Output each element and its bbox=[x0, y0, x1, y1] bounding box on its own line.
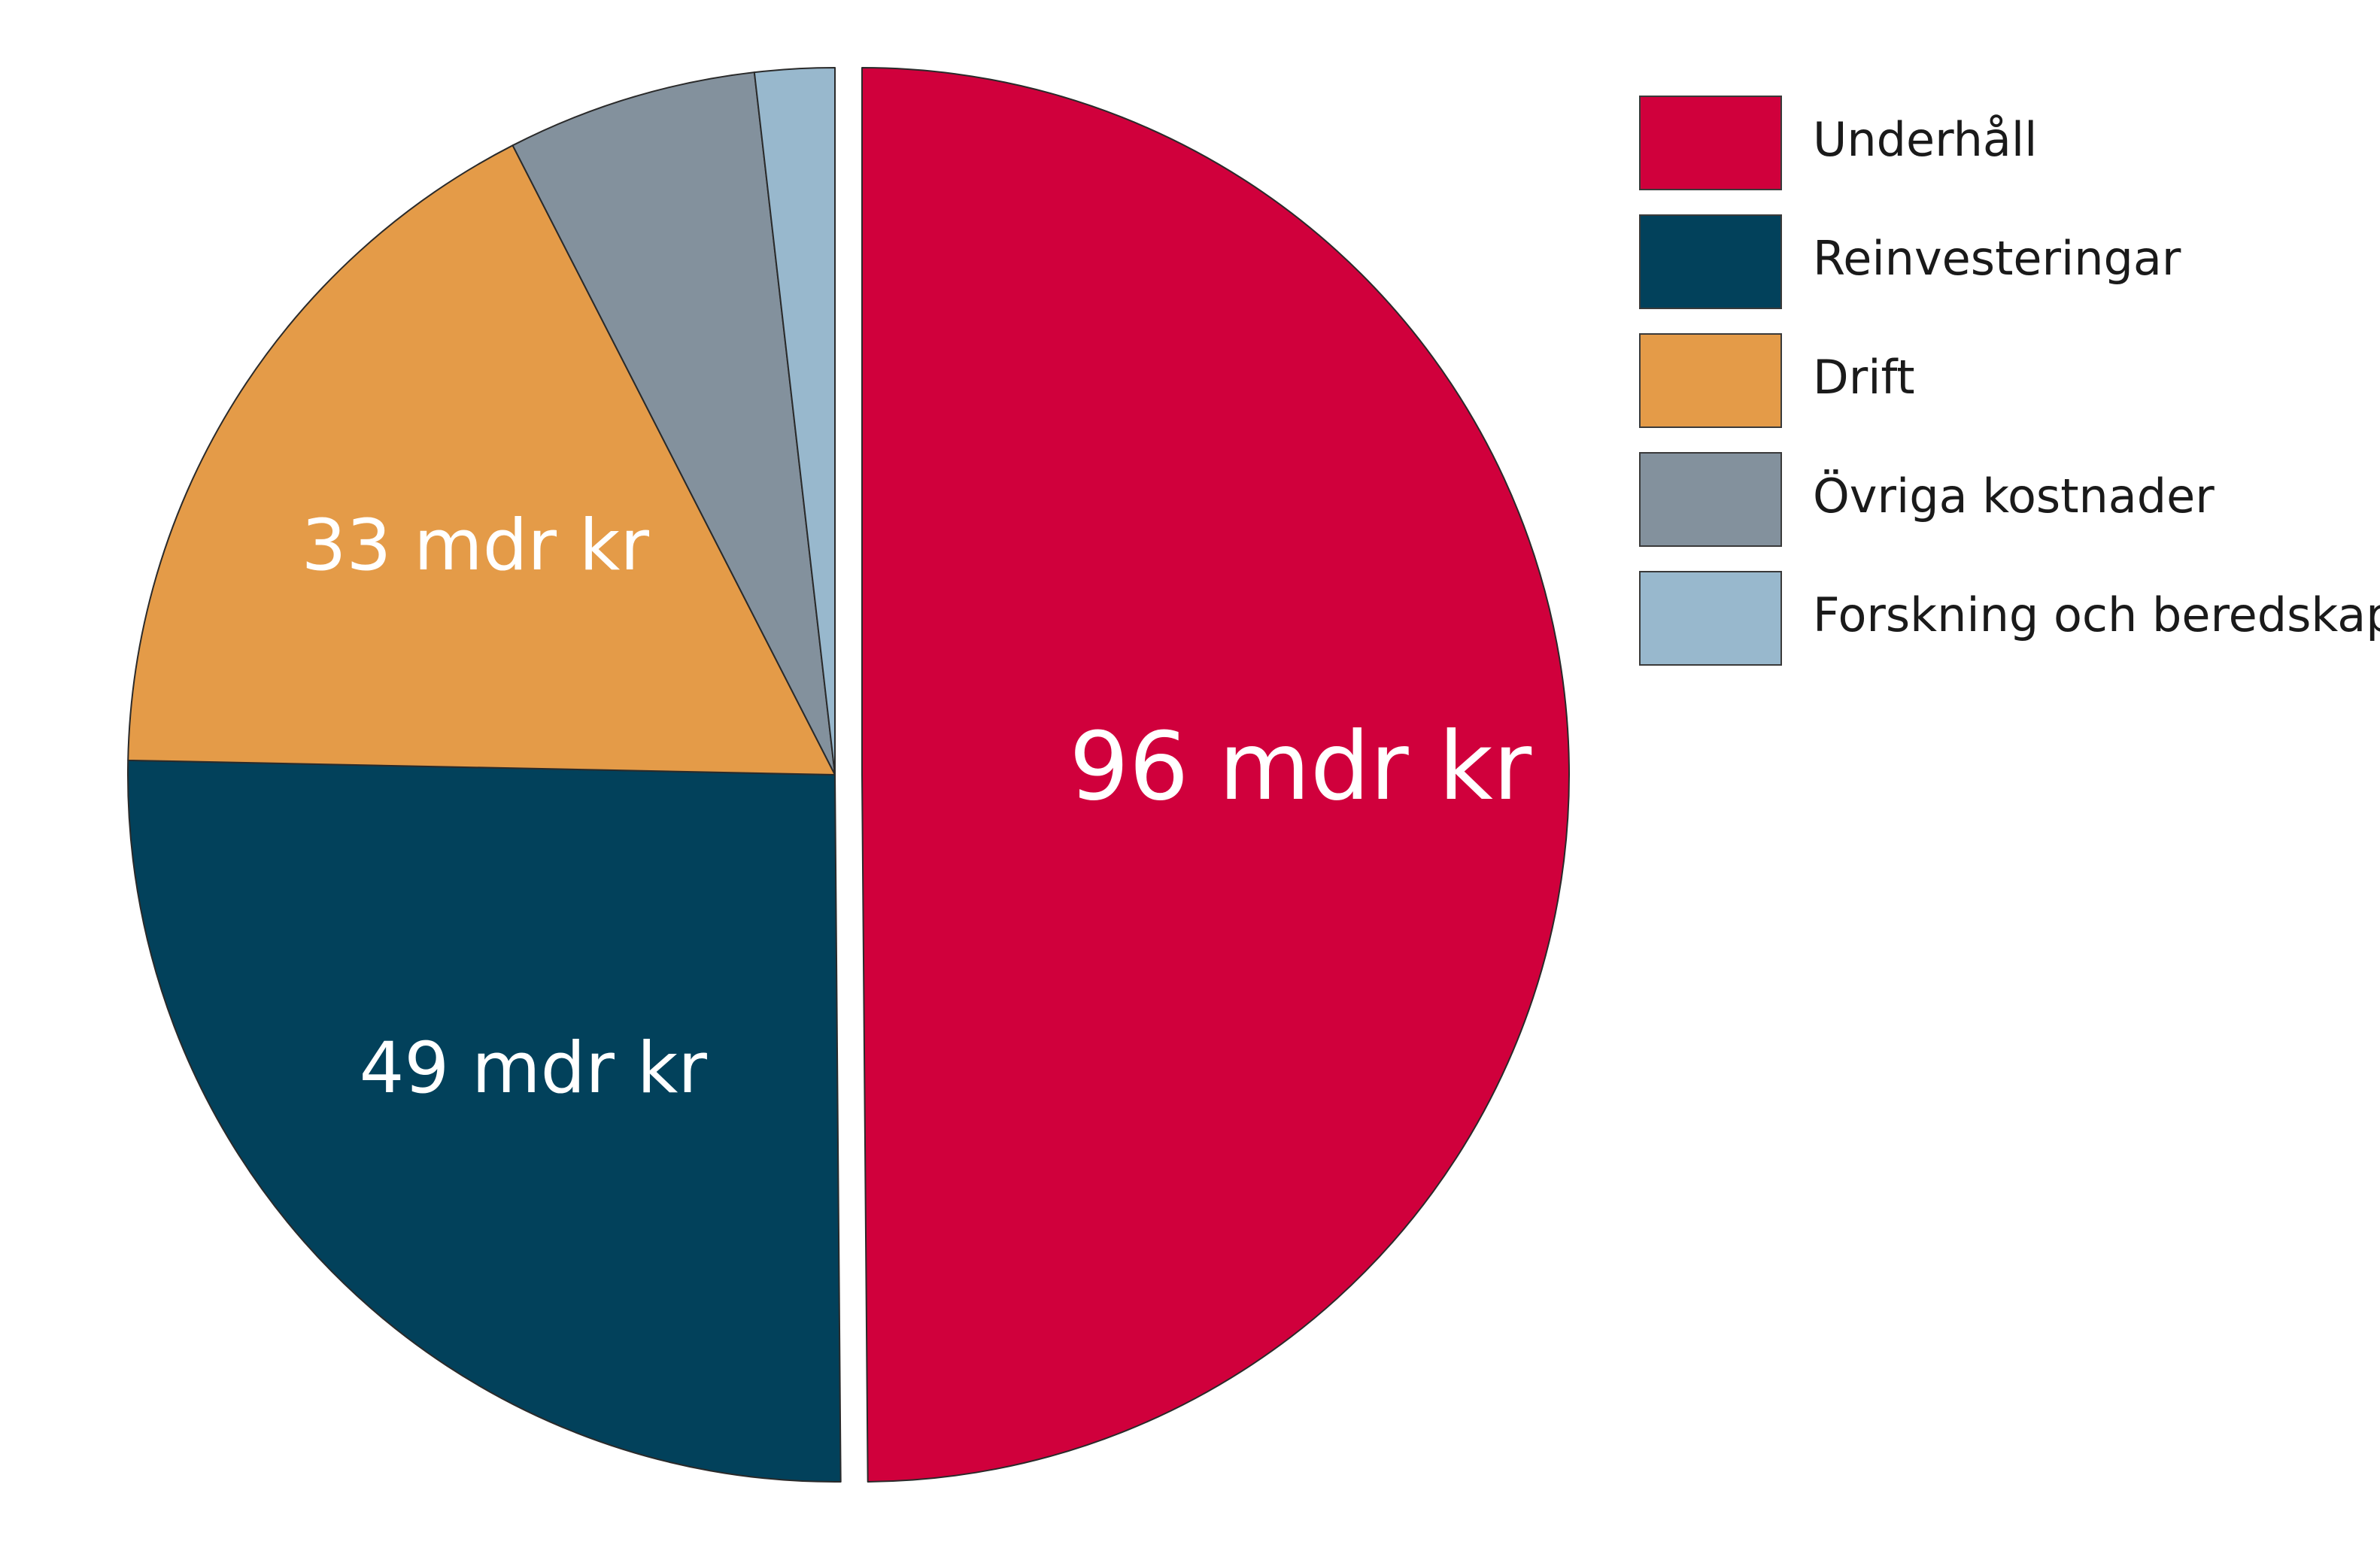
pie-slice-drift bbox=[127, 144, 836, 776]
legend-swatch-forskning-och-beredskap bbox=[1639, 571, 1782, 666]
pie-slice-reinvesteringar bbox=[127, 759, 842, 1483]
legend-swatch-reinvesteringar bbox=[1639, 214, 1782, 309]
pie-slice-ovriga-kostnader bbox=[512, 71, 836, 776]
legend-item-reinvesteringar: Reinvesteringar bbox=[1639, 214, 2181, 309]
legend: Underhåll Reinvesteringar Drift Övriga kost… bbox=[1639, 96, 2380, 666]
slice-label-drift: 33 mdr kr bbox=[302, 505, 650, 587]
pie-slice-labels: 96 mdr kr 49 mdr kr 33 mdr kr bbox=[302, 505, 1532, 1109]
pie-slice-forskning-och-beredskap bbox=[753, 67, 836, 776]
legend-label-underhall: Underhåll bbox=[1813, 112, 2037, 167]
legend-swatch-drift bbox=[1639, 333, 1782, 428]
legend-item-underhall: Underhåll bbox=[1639, 96, 2037, 190]
legend-item-ovriga-kostnader: Övriga kostnader bbox=[1639, 452, 2215, 547]
legend-swatch-underhall bbox=[1639, 96, 1782, 190]
legend-item-drift: Drift bbox=[1639, 333, 1915, 428]
legend-swatch-ovriga-kostnader bbox=[1639, 452, 1782, 547]
legend-label-reinvesteringar: Reinvesteringar bbox=[1813, 231, 2181, 286]
slice-label-reinvesteringar: 49 mdr kr bbox=[360, 1027, 708, 1109]
legend-label-ovriga-kostnader: Övriga kostnader bbox=[1813, 469, 2215, 524]
slice-label-underhall: 96 mdr kr bbox=[1069, 712, 1532, 821]
pie-slices bbox=[127, 67, 1571, 1483]
legend-item-forskning-och-beredskap: Forskning och beredskap bbox=[1639, 571, 2380, 666]
legend-label-drift: Drift bbox=[1813, 350, 1915, 405]
legend-label-forskning-och-beredskap: Forskning och beredskap bbox=[1813, 587, 2380, 642]
pie-slice-underhall bbox=[861, 67, 1571, 1483]
